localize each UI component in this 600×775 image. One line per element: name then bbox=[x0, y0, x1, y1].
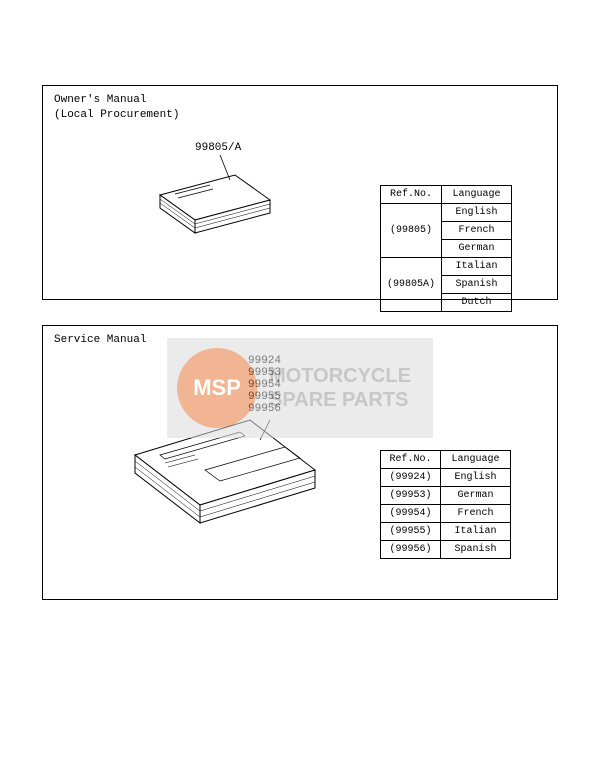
table-row-lang: Italian bbox=[441, 523, 511, 541]
owners-manual-book-icon bbox=[150, 170, 280, 245]
ref-label-line: 99953 bbox=[248, 367, 281, 379]
table-row-lang: Italian bbox=[442, 258, 512, 276]
table-row-lang: English bbox=[441, 469, 511, 487]
panel1-title-line2: (Local Procurement) bbox=[54, 108, 179, 123]
table-row-lang: Spanish bbox=[441, 541, 511, 559]
panel2-title: Service Manual bbox=[54, 333, 146, 348]
table-row-lang: French bbox=[442, 222, 512, 240]
panel1-title-line1: Owner's Manual bbox=[54, 93, 179, 108]
table-row-ref: (99924) bbox=[381, 469, 441, 487]
ref-label-line: 99954 bbox=[248, 379, 281, 391]
ref-label-line: 99956 bbox=[248, 403, 281, 415]
table-row-ref: (99805) bbox=[381, 204, 442, 258]
service-manual-table: Ref.No. Language (99924)English(99953)Ge… bbox=[380, 450, 511, 559]
panel1-ref-label: 99805/A bbox=[195, 142, 241, 154]
table-row-lang: German bbox=[442, 240, 512, 258]
table-row-lang: French bbox=[441, 505, 511, 523]
table1-header-ref: Ref.No. bbox=[381, 186, 442, 204]
owners-manual-table: Ref.No. Language (99805)EnglishFrenchGer… bbox=[380, 185, 512, 312]
table1-header-lang: Language bbox=[442, 186, 512, 204]
service-manual-book-icon bbox=[120, 415, 330, 545]
table-row-ref: (99956) bbox=[381, 541, 441, 559]
table-row-lang: German bbox=[441, 487, 511, 505]
table-row-ref: (99953) bbox=[381, 487, 441, 505]
panel2-title-line1: Service Manual bbox=[54, 333, 146, 348]
ref-label-line: 99955 bbox=[248, 391, 281, 403]
table2-header-lang: Language bbox=[441, 451, 511, 469]
table-row-ref: (99805A) bbox=[381, 258, 442, 312]
table2-header-ref: Ref.No. bbox=[381, 451, 441, 469]
table-row-lang: Dutch bbox=[442, 294, 512, 312]
table-row-lang: English bbox=[442, 204, 512, 222]
table-row-lang: Spanish bbox=[442, 276, 512, 294]
table-row-ref: (99954) bbox=[381, 505, 441, 523]
ref-label-line: 99924 bbox=[248, 355, 281, 367]
table-row-ref: (99955) bbox=[381, 523, 441, 541]
panel2-ref-labels: 9992499953999549995599956 bbox=[248, 355, 281, 415]
panel1-title: Owner's Manual (Local Procurement) bbox=[54, 93, 179, 124]
